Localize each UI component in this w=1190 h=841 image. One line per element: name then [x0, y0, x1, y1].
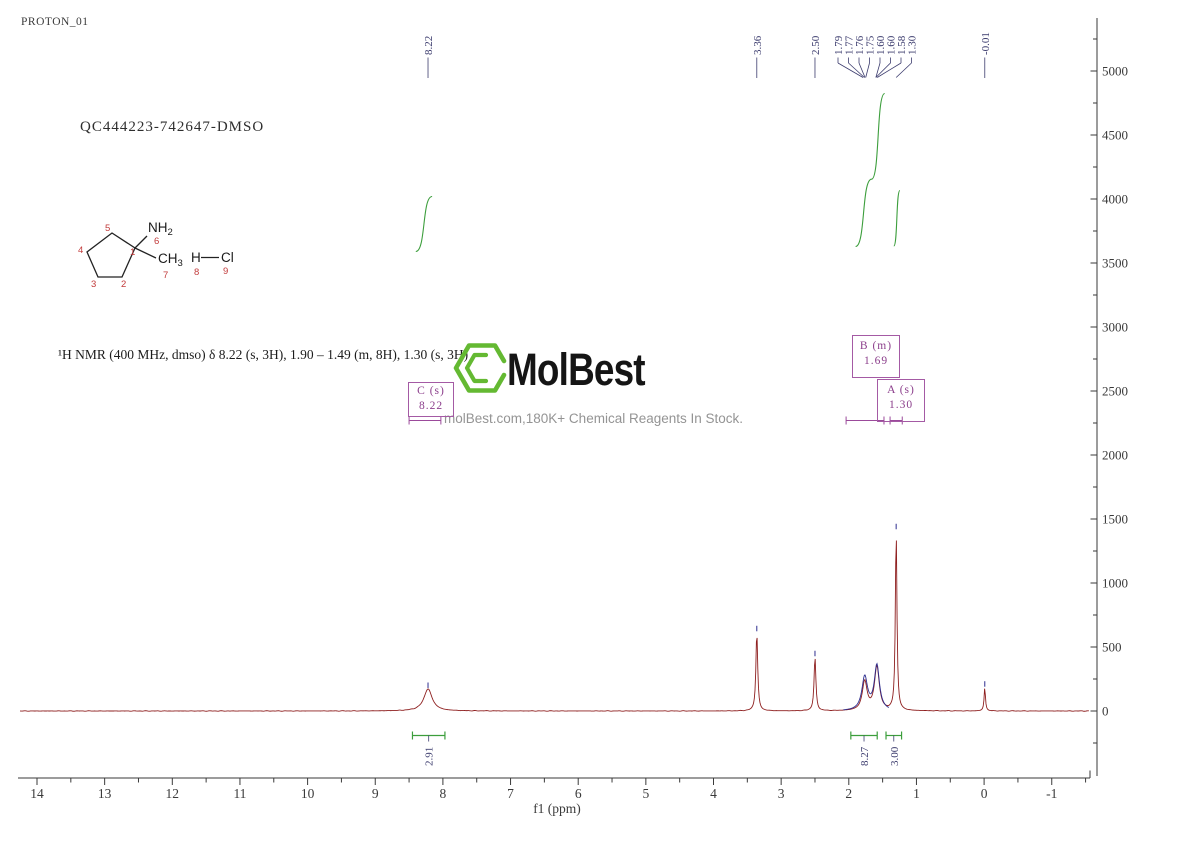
x-axis: 14 13 12 11 10 9 8 7 6 5 4 3 2 1 0 -1f1 (ppm) [18, 770, 1091, 816]
sample-title: QC444223-742647-DMSO [80, 119, 265, 135]
y-tick-label: 4000 [1102, 192, 1128, 207]
atom-number-2: 2 [121, 279, 126, 290]
x-tick-label: 4 [710, 786, 717, 801]
molbest-wordmark: MolBest [507, 344, 646, 395]
atom-number-4: 4 [78, 245, 83, 256]
bond-to-methyl [134, 247, 157, 259]
y-tick-label: 0 [1102, 704, 1109, 719]
annotation-id: A (s) [887, 384, 915, 396]
atom-number-3: 3 [91, 279, 96, 290]
y-tick-label: 500 [1102, 640, 1122, 655]
rotated-value-label: 1.60 [875, 35, 887, 55]
rotated-value-label: 1.77 [844, 35, 856, 55]
rotated-value-label: 2.50 [810, 35, 822, 55]
x-tick-label: 11 [233, 786, 246, 801]
y-tick-label: 5000 [1102, 64, 1128, 79]
ring-bond [86, 232, 136, 278]
annotation-shift: 1.30 [888, 399, 914, 411]
molbest-hexagon-icon [453, 343, 507, 393]
rotated-value-label: 1.30 [907, 35, 919, 55]
x-tick-label: 9 [372, 786, 379, 801]
annotation-id: B (m) [859, 340, 893, 352]
rotated-value-label: 1.79 [833, 35, 845, 55]
y-tick-label: 2500 [1102, 384, 1128, 399]
atom-number-5: 5 [105, 223, 110, 234]
chlorine-label: Cl [221, 250, 234, 265]
peak-labels: 8.22 3.36 2.50 -0.011.791.771.761.751.601.6… [423, 32, 992, 78]
molbest-tagline: molBest.com,180K+ Chemical Reagents In S… [444, 411, 744, 426]
bond-to-amine [134, 235, 148, 249]
atom-number-6: 6 [154, 236, 159, 247]
x-tick-label: 13 [98, 786, 112, 801]
x-tick-label: 12 [166, 786, 180, 801]
integral-curves [415, 92, 901, 253]
annotation-shift: 8.22 [418, 400, 444, 412]
atom-number-7: 7 [163, 270, 168, 281]
x-axis-label: f1 (ppm) [533, 801, 581, 816]
rotated-value-label: 1.58 [896, 35, 908, 55]
y-tick-label: 3500 [1102, 256, 1128, 271]
integral-brackets: 2.91 8.27 3.00 [411, 731, 903, 766]
nmr-assignment-text: ¹H NMR (400 MHz, dmso) δ 8.22 (s, 3H), 1… [58, 347, 469, 362]
experiment-title: PROTON_01 [21, 16, 89, 28]
x-tick-label: 14 [30, 786, 44, 801]
y-tick-label: 2000 [1102, 448, 1128, 463]
peak-annotation-box-c: C (s) 8.22 [408, 382, 454, 417]
peak-annotation-box-a: A (s) 1.30 [877, 379, 925, 422]
x-tick-label: 7 [507, 786, 514, 801]
atom-number-1: 1 [130, 247, 135, 258]
y-tick-label: 4500 [1102, 128, 1128, 143]
peak-top-ticks [427, 523, 986, 688]
rotated-value-label: 1.75 [865, 35, 877, 55]
annotation-shift: 1.69 [863, 355, 889, 367]
annotation-id: C (s) [417, 385, 445, 397]
x-tick-label: 5 [642, 786, 649, 801]
rotated-value-label: 1.60 [886, 35, 898, 55]
x-tick-label: -1 [1046, 786, 1057, 801]
methyl-label: CH3 [158, 251, 183, 269]
rotated-value-label: -0.01 [980, 32, 992, 55]
x-tick-label: 1 [913, 786, 920, 801]
atom-number-8: 8 [194, 267, 199, 278]
y-tick-label: 3000 [1102, 320, 1128, 335]
rotated-value-label: 8.22 [423, 36, 435, 55]
hydrogen-label: H [191, 250, 201, 265]
x-tick-label: 2 [845, 786, 852, 801]
x-tick-label: 10 [301, 786, 315, 801]
amine-label: NH2 [148, 220, 173, 238]
hexagon-inner [464, 352, 489, 384]
nmr-trace [19, 540, 1089, 712]
cyclopentane-ring [86, 232, 219, 278]
y-tick-label: 1000 [1102, 576, 1128, 591]
peak-annotation-box-b: B (m) 1.69 [852, 335, 900, 378]
rotated-value-label: 3.00 [889, 746, 901, 766]
atom-number-9: 9 [223, 266, 228, 277]
x-tick-label: 3 [778, 786, 785, 801]
rotated-value-label: 1.76 [854, 35, 866, 55]
x-tick-label: 0 [981, 786, 988, 801]
x-tick-label: 6 [575, 786, 582, 801]
x-tick-label: 8 [440, 786, 447, 801]
rotated-value-label: 3.36 [752, 35, 764, 55]
fit-trace [843, 662, 890, 711]
rotated-value-label: 8.27 [859, 746, 871, 766]
y-tick-label: 1500 [1102, 512, 1128, 527]
molecule-structure: NH2 CH3 H Cl 1 2 3 4 5 6 7 8 9 [78, 220, 234, 290]
rotated-value-label: 2.91 [424, 747, 436, 766]
hexagon-outer [453, 343, 507, 393]
atom-numbers: 1 2 3 4 5 6 7 8 9 [78, 223, 228, 290]
